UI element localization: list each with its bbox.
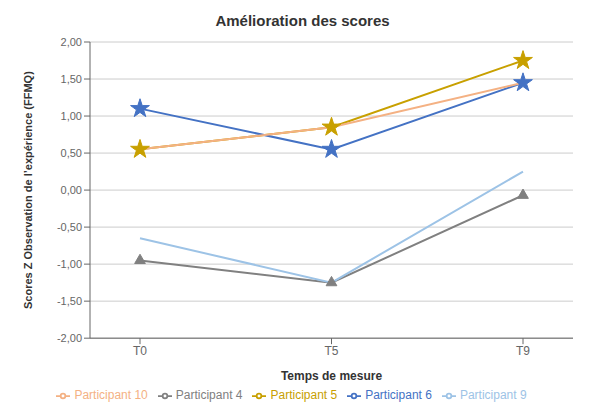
svg-text:2,00: 2,00 bbox=[61, 36, 82, 48]
svg-text:-1,00: -1,00 bbox=[57, 258, 82, 270]
svg-text:1,50: 1,50 bbox=[61, 73, 82, 85]
svg-text:-1,50: -1,50 bbox=[57, 295, 82, 307]
svg-text:0,50: 0,50 bbox=[61, 147, 82, 159]
html-text:Participant 9: Participant 9 bbox=[459, 388, 527, 403]
html-text:Participant 5: Participant 5 bbox=[270, 388, 338, 403]
html-text:Participant 6: Participant 6 bbox=[365, 388, 432, 403]
svg-text:0,00: 0,00 bbox=[61, 184, 82, 196]
svg-text:T5: T5 bbox=[324, 344, 338, 358]
html-text:Amélioration des scores: Amélioration des scores bbox=[215, 12, 390, 29]
svg-text:T9: T9 bbox=[516, 344, 530, 358]
html-text:Participant 4: Participant 4 bbox=[175, 388, 243, 403]
svg-text:T0: T0 bbox=[133, 344, 147, 358]
svg-text:Scores Z Observation de l’expé: Scores Z Observation de l’expérience (FF… bbox=[22, 71, 34, 309]
svg-text:1,00: 1,00 bbox=[61, 110, 82, 122]
html-text:Participant 10: Participant 10 bbox=[74, 388, 148, 403]
svg-text:-2,00: -2,00 bbox=[57, 332, 82, 344]
svg-text:Temps de mesure: Temps de mesure bbox=[281, 369, 382, 383]
svg-text:-0,50: -0,50 bbox=[57, 221, 82, 233]
